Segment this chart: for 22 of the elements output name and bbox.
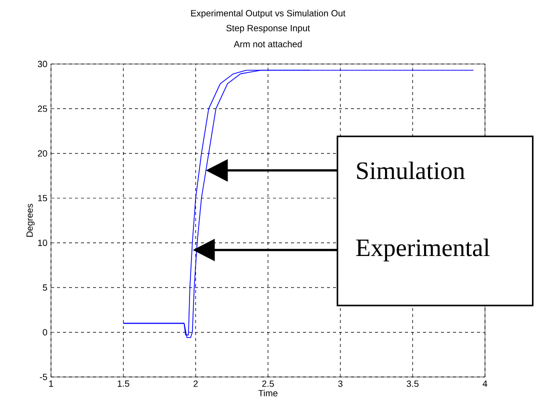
x-tick-label: 4 — [482, 380, 488, 387]
x-axis-title: Time — [258, 390, 278, 396]
y-tick-label: -5 — [40, 374, 48, 380]
text: Simulation — [357, 162, 465, 180]
y-axis-title: Degrees — [26, 204, 35, 237]
y-tick-label: 20 — [38, 150, 48, 157]
y-tick-label: 5 — [42, 284, 48, 291]
y-tick-label: 30 — [38, 60, 48, 68]
y-tick-label: 0 — [42, 329, 48, 336]
y-tick-label: 25 — [38, 106, 48, 112]
y-tick-label: 15 — [38, 194, 48, 202]
x-tick-label: 1.5 — [118, 380, 130, 387]
x-tick-label: 2.5 — [262, 380, 274, 387]
x-tick-label: 1 — [49, 380, 54, 387]
text: Arm not attached — [234, 40, 302, 48]
x-tick-label: 2 — [194, 380, 198, 387]
y-tick-label: 10 — [38, 240, 48, 246]
chart-subtitle: Step Response Input — [226, 24, 310, 34]
chart-title: Experimental Output vs Simulation Out — [191, 10, 346, 18]
text: Experimental — [356, 238, 490, 262]
x-tick-label: 3 — [338, 380, 342, 387]
x-tick-label: 3.5 — [406, 380, 419, 387]
